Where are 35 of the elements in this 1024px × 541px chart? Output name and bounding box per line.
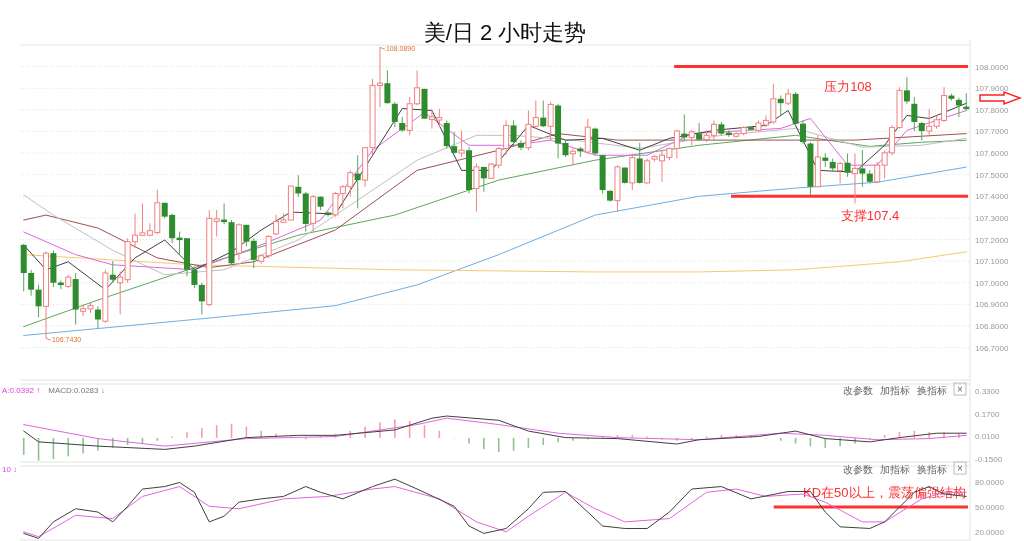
y-tick-label: 0.0100 bbox=[975, 432, 1001, 442]
annotation: 换指标 bbox=[917, 385, 947, 396]
y-tick-label: 107.2000 bbox=[975, 235, 1009, 245]
y-tick-label: 107.9000 bbox=[975, 84, 1009, 94]
y-tick-label: 80.0000 bbox=[975, 478, 1005, 488]
y-tick-label: 107.5000 bbox=[975, 170, 1009, 180]
y-tick-label: -0.1500 bbox=[975, 455, 1003, 465]
y-tick-label: 0.3300 bbox=[975, 387, 1001, 397]
annotation: 加指标 bbox=[880, 385, 910, 396]
y-tick-label: 107.0000 bbox=[975, 278, 1009, 288]
annotation: 加指标 bbox=[880, 464, 910, 475]
y-tick-label: 107.8000 bbox=[975, 105, 1009, 115]
annotation: A:0.0392 ↑ bbox=[2, 386, 41, 395]
text: 10 ↓ bbox=[2, 465, 18, 474]
y-tick-label: 107.1000 bbox=[975, 257, 1009, 267]
ref-line-label: 压力108 bbox=[824, 78, 872, 94]
chart-title: 美/日 2 小时走势 bbox=[423, 20, 587, 45]
y-tick-label: 50.0000 bbox=[975, 503, 1005, 513]
y-tick-label: 106.7000 bbox=[975, 343, 1009, 353]
y-tick-label: 108.0000 bbox=[975, 62, 1009, 72]
annotation: MACD:0.0283 ↓ bbox=[48, 386, 105, 395]
y-tick-label: 0.1700 bbox=[975, 409, 1001, 419]
annotation: × bbox=[957, 384, 964, 395]
ref-line-label: 支撑107.4 bbox=[840, 208, 900, 224]
y-tick-label: 107.3000 bbox=[975, 213, 1009, 223]
y-tick-label: 107.7000 bbox=[975, 127, 1009, 137]
annotation: 改参数 bbox=[843, 385, 873, 396]
y-tick-label: 107.4000 bbox=[975, 192, 1009, 202]
y-tick-label: 107.6000 bbox=[975, 149, 1009, 159]
annotation: 改参数 bbox=[843, 464, 873, 475]
y-tick-label: 106.8000 bbox=[975, 321, 1009, 331]
annotation: 换指标 bbox=[917, 464, 947, 475]
annotation: × bbox=[957, 463, 964, 474]
y-tick-label: 20.0000 bbox=[975, 527, 1005, 537]
y-tick-label: 106.9000 bbox=[975, 300, 1009, 310]
